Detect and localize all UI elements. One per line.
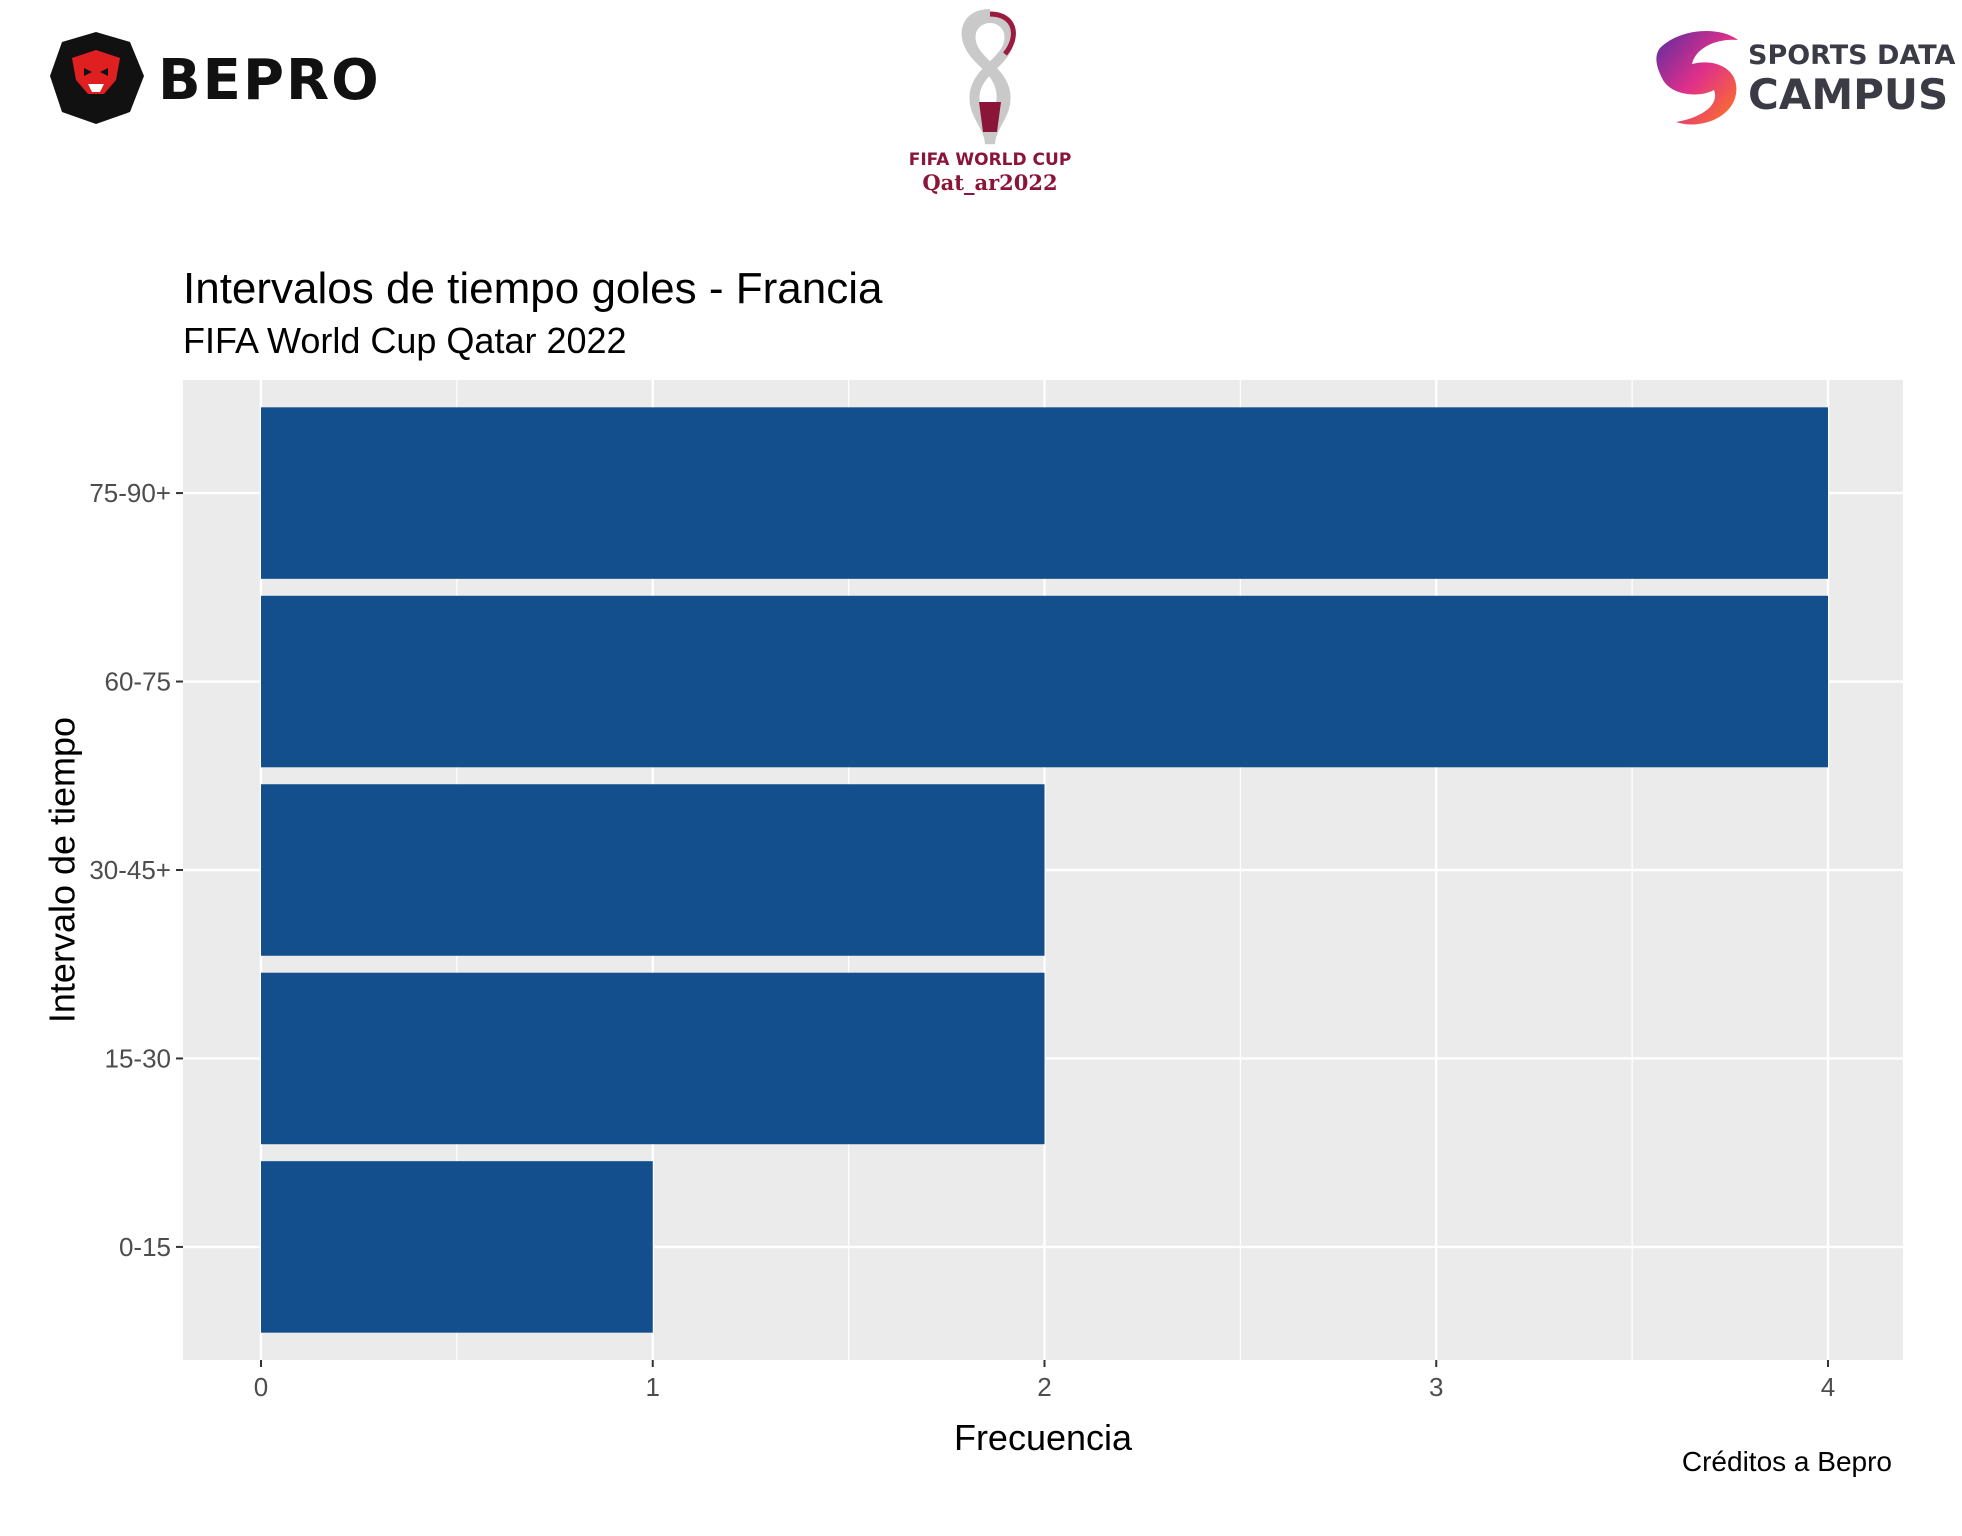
credits-caption: Créditos a Bepro xyxy=(1681,1446,1892,1477)
bar-75-90+ xyxy=(261,407,1828,579)
sports-data-campus-line2: CAMPUS xyxy=(1748,70,1949,119)
chart-title: Intervalos de tiempo goles - Francia xyxy=(183,264,883,313)
bars xyxy=(261,407,1828,1333)
chart-subtitle: FIFA World Cup Qatar 2022 xyxy=(183,320,627,361)
y-axis: 0-15 15-30 30-45+ 60-75 75-90+ xyxy=(89,478,183,1262)
world-cup-logo-line2: Qat_ar2022 xyxy=(922,170,1058,195)
world-cup-logo-line1: FIFA WORLD CUP xyxy=(908,150,1072,170)
x-axis: 0 1 2 3 4 xyxy=(254,1360,1835,1402)
bar-30-45+ xyxy=(261,784,1045,956)
y-tick-label: 60-75 xyxy=(105,667,172,697)
y-axis-title: Intervalo de tiempo xyxy=(42,717,83,1023)
bar-0-15 xyxy=(261,1161,653,1333)
x-tick-label: 2 xyxy=(1037,1372,1051,1402)
x-tick-label: 1 xyxy=(646,1372,660,1402)
y-tick-label: 30-45+ xyxy=(89,855,171,885)
bar-60-75 xyxy=(261,595,1828,768)
bepro-logo-text: BEPRO xyxy=(158,48,381,113)
swirl-icon xyxy=(1656,30,1738,125)
x-tick-label: 3 xyxy=(1429,1372,1443,1402)
lion-head-icon xyxy=(50,32,144,124)
bar-15-30 xyxy=(261,972,1045,1145)
x-axis-title: Frecuencia xyxy=(954,1417,1133,1458)
bepro-logo xyxy=(50,32,144,124)
x-tick-label: 4 xyxy=(1821,1372,1835,1402)
world-cup-trophy-icon xyxy=(961,9,1016,145)
y-tick-label: 75-90+ xyxy=(89,478,171,508)
x-tick-label: 0 xyxy=(254,1372,268,1402)
sports-data-campus-line1: SPORTS DATA xyxy=(1748,40,1956,71)
y-tick-label: 0-15 xyxy=(119,1232,171,1262)
y-tick-label: 15-30 xyxy=(105,1043,172,1073)
